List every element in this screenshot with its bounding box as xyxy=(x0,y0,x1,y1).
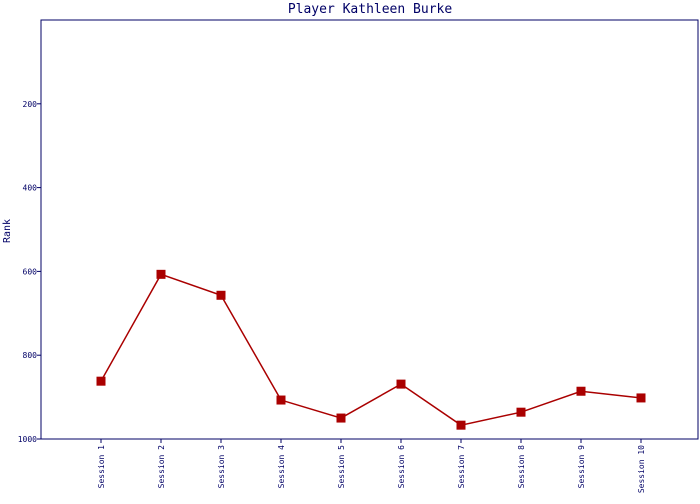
x-tick-label: Session 4 xyxy=(277,445,286,489)
point xyxy=(576,386,586,396)
point xyxy=(396,379,406,389)
point xyxy=(516,407,526,417)
x-tick-label: Session 6 xyxy=(397,445,406,489)
y-tick-label: 400 xyxy=(23,184,38,193)
point xyxy=(336,413,346,423)
x-tick-label: Session 7 xyxy=(457,445,466,489)
point xyxy=(156,269,166,279)
plot-frame xyxy=(40,19,699,440)
y-tick-label: 800 xyxy=(23,351,38,360)
x-tick-label: Session 2 xyxy=(157,445,166,489)
x-tick-label: Session 8 xyxy=(517,445,526,489)
chart-title: Player Kathleen Burke xyxy=(288,2,453,17)
point xyxy=(216,290,226,300)
series-line xyxy=(100,273,642,426)
point xyxy=(636,393,646,403)
y-tick-label: 600 xyxy=(23,267,38,276)
point xyxy=(456,420,466,430)
x-tick-label: Session 9 xyxy=(577,445,586,489)
point xyxy=(96,376,106,386)
point xyxy=(276,395,286,405)
y-tick-label: 1000 xyxy=(18,435,37,444)
y-axis-label: Rank xyxy=(2,219,13,243)
x-tick-label: Session 1 xyxy=(97,445,106,489)
x-tick-label: Session 10 xyxy=(637,445,646,493)
y-tick-label: 200 xyxy=(23,100,38,109)
x-tick-label: Session 5 xyxy=(337,445,346,489)
x-tick-label: Session 3 xyxy=(217,445,226,489)
